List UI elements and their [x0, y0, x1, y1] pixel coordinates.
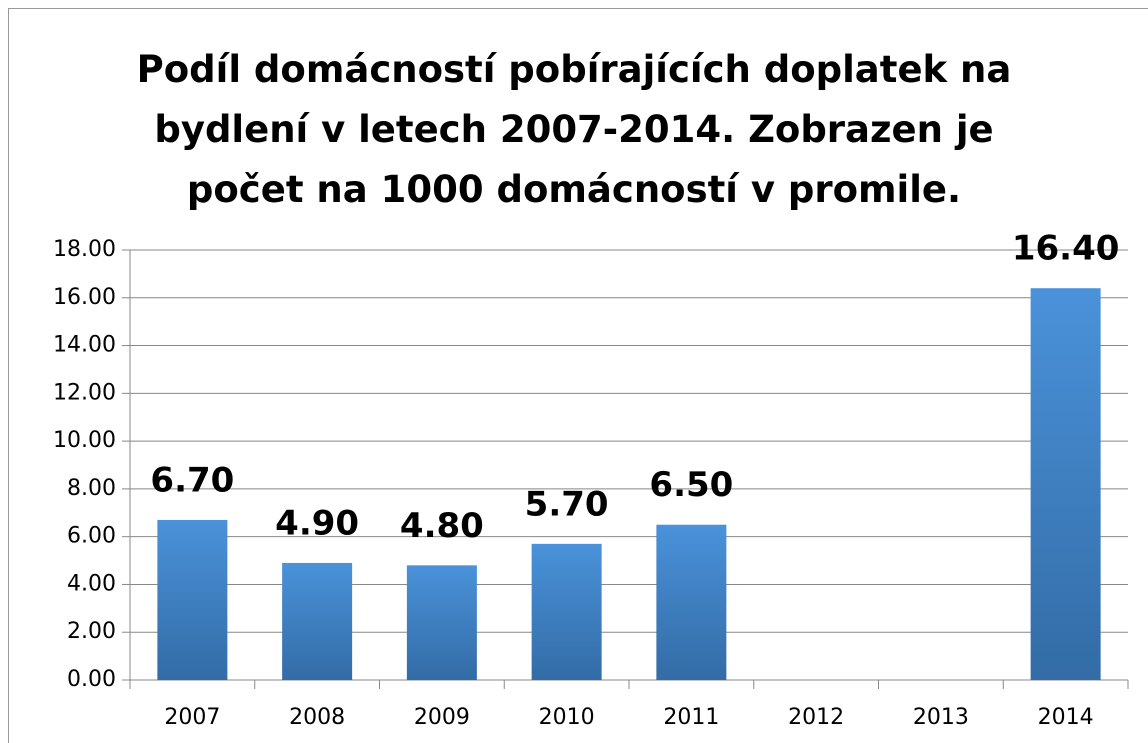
chart-title: Podíl domácností pobírajících doplatek n…	[136, 48, 1012, 211]
x-tick-label: 2009	[414, 705, 470, 730]
x-tick-label: 2014	[1038, 705, 1094, 730]
y-tick-label: 2.00	[67, 619, 116, 644]
bar	[656, 524, 727, 680]
y-tick-label: 16.00	[53, 285, 116, 310]
bar	[1030, 288, 1101, 680]
bar	[406, 565, 477, 680]
x-tick-label: 2010	[539, 705, 595, 730]
x-tick-label: 2008	[289, 705, 345, 730]
value-label: 4.80	[400, 506, 484, 546]
y-tick-label: 6.00	[67, 524, 116, 549]
value-label: 4.90	[275, 503, 359, 543]
y-tick-label: 8.00	[67, 476, 116, 501]
y-tick-label: 0.00	[67, 667, 116, 692]
value-label: 6.50	[649, 465, 733, 505]
x-tick-label: 2012	[788, 705, 844, 730]
x-tick-label: 2007	[164, 705, 220, 730]
y-tick-label: 14.00	[53, 333, 116, 358]
chart-border	[8, 8, 1148, 743]
y-tick-label: 4.00	[67, 571, 116, 596]
y-tick-label: 10.00	[53, 428, 116, 453]
y-tick-label: 12.00	[53, 380, 116, 405]
value-label: 5.70	[525, 484, 609, 524]
bar	[531, 543, 602, 680]
x-tick-label: 2013	[913, 705, 969, 730]
x-tick-label: 2011	[663, 705, 719, 730]
value-label: 6.70	[150, 460, 234, 500]
y-tick-label: 18.00	[53, 237, 116, 262]
bar	[157, 519, 228, 680]
bar	[282, 562, 353, 680]
value-label: 16.40	[1012, 229, 1120, 269]
